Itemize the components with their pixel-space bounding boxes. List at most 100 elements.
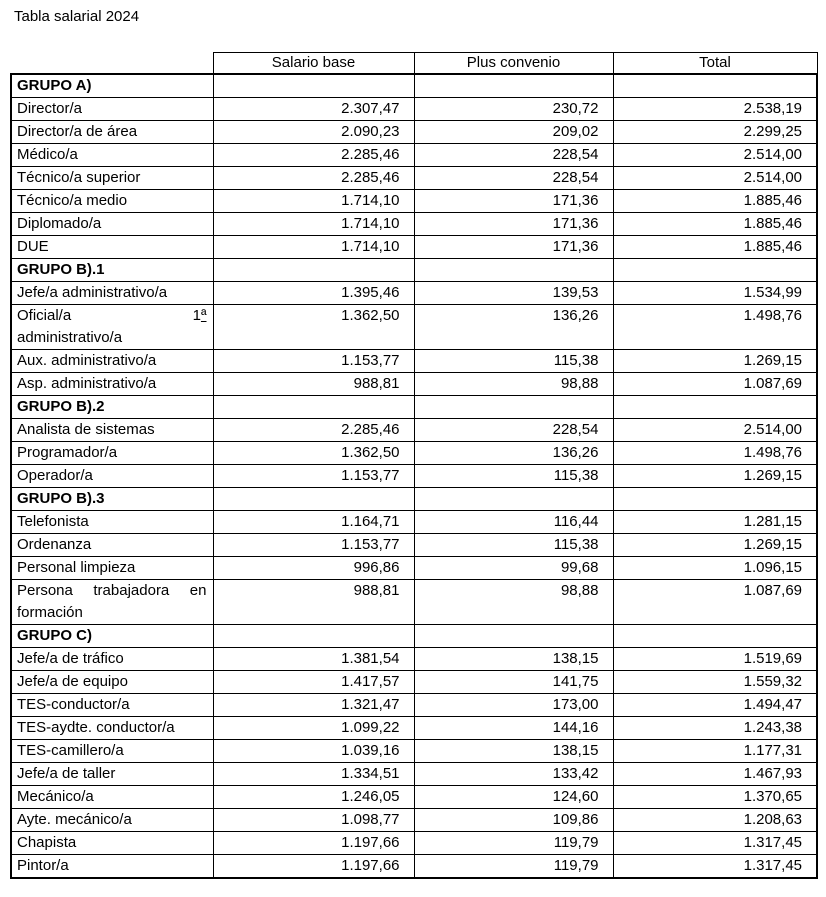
total-cell: 1.370,65 bbox=[612, 785, 818, 809]
plus-convenio-cell: 228,54 bbox=[413, 166, 614, 190]
row-label: Aux. administrativo/a bbox=[10, 349, 214, 373]
total-cell: 1.559,32 bbox=[612, 670, 818, 694]
total-cell: 1.087,69 bbox=[612, 372, 818, 396]
row-label: Asp. administrativo/a bbox=[10, 372, 214, 396]
header-total: Total bbox=[612, 52, 818, 75]
salario-base-cell: 1.039,16 bbox=[212, 739, 415, 763]
salario-base-cell: 988,81 bbox=[212, 579, 415, 625]
total-cell: 2.299,25 bbox=[612, 120, 818, 144]
salario-base-cell: 1.321,47 bbox=[212, 693, 415, 717]
salario-base-cell: 2.307,47 bbox=[212, 97, 415, 121]
salary-table: Salario base Plus convenio Total GRUPO A… bbox=[10, 52, 818, 879]
salario-base-cell: 2.285,46 bbox=[212, 418, 415, 442]
plus-convenio-cell: 138,15 bbox=[413, 739, 614, 763]
plus-convenio-cell: 171,36 bbox=[413, 189, 614, 213]
table-row: Jefe/a de taller 1.334,51 133,42 1.467,93 bbox=[10, 762, 818, 786]
table-row: Asp. administrativo/a 988,81 98,88 1.087,69 bbox=[10, 372, 818, 396]
row-label: Personal limpieza bbox=[10, 556, 214, 580]
total-cell: 1.208,63 bbox=[612, 808, 818, 832]
salario-base-cell: 1.098,77 bbox=[212, 808, 415, 832]
table-row: Oficial/a 1ª administrativo/a 1.362,50 136,2… bbox=[10, 304, 818, 350]
group-label: GRUPO B).3 bbox=[10, 487, 214, 511]
total-cell: 1.269,15 bbox=[612, 349, 818, 373]
plus-convenio-cell: 115,38 bbox=[413, 349, 614, 373]
salario-base-cell: 1.197,66 bbox=[212, 854, 415, 879]
table-row: Personal limpieza 996,86 99,68 1.096,15 bbox=[10, 556, 818, 580]
total-cell: 1.177,31 bbox=[612, 739, 818, 763]
salario-base-cell: 1.099,22 bbox=[212, 716, 415, 740]
plus-convenio-cell: 109,86 bbox=[413, 808, 614, 832]
salario-base-cell: 1.362,50 bbox=[212, 441, 415, 465]
table-row: Técnico/a superior 2.285,46 228,54 2.514,00 bbox=[10, 166, 818, 190]
page-title: Tabla salarial 2024 bbox=[14, 8, 140, 25]
total-cell: 1.281,15 bbox=[612, 510, 818, 534]
salario-base-cell: 1.246,05 bbox=[212, 785, 415, 809]
total-cell: 1.096,15 bbox=[612, 556, 818, 580]
table-row: Aux. administrativo/a 1.153,77 115,38 1.269… bbox=[10, 349, 818, 373]
salario-base-cell: 2.090,23 bbox=[212, 120, 415, 144]
salario-base-cell: 1.714,10 bbox=[212, 235, 415, 259]
table-row: Jefe/a de tráfico 1.381,54 138,15 1.519,69 bbox=[10, 647, 818, 671]
salario-base-cell: 1.714,10 bbox=[212, 212, 415, 236]
plus-convenio-cell: 133,42 bbox=[413, 762, 614, 786]
table-row: Diplomado/a 1.714,10 171,36 1.885,46 bbox=[10, 212, 818, 236]
table-row: Operador/a 1.153,77 115,38 1.269,15 bbox=[10, 464, 818, 488]
plus-convenio-cell bbox=[413, 73, 614, 98]
row-label: Pintor/a bbox=[10, 854, 214, 879]
salario-base-cell bbox=[212, 73, 415, 98]
salario-base-cell bbox=[212, 258, 415, 282]
salario-base-cell bbox=[212, 487, 415, 511]
row-label: Jefe/a de equipo bbox=[10, 670, 214, 694]
row-label: TES-conductor/a bbox=[10, 693, 214, 717]
salario-base-cell: 1.334,51 bbox=[212, 762, 415, 786]
salario-base-cell bbox=[212, 624, 415, 648]
plus-convenio-cell: 98,88 bbox=[413, 579, 614, 625]
total-cell bbox=[612, 73, 818, 98]
table-row: Persona trabajadora en formación 988,81 98,88… bbox=[10, 579, 818, 625]
group-row: GRUPO B).3 bbox=[10, 487, 818, 511]
table-row: TES-aydte. conductor/a 1.099,22 144,16 1.24… bbox=[10, 716, 818, 740]
salario-base-cell: 1.417,57 bbox=[212, 670, 415, 694]
salario-base-cell: 2.285,46 bbox=[212, 143, 415, 167]
plus-convenio-cell: 99,68 bbox=[413, 556, 614, 580]
salario-base-cell: 1.362,50 bbox=[212, 304, 415, 350]
header-corner-cell bbox=[11, 53, 213, 75]
salario-base-cell: 1.153,77 bbox=[212, 464, 415, 488]
table-row: Técnico/a medio 1.714,10 171,36 1.885,46 bbox=[10, 189, 818, 213]
table-row: Ayte. mecánico/a 1.098,77 109,86 1.208,63 bbox=[10, 808, 818, 832]
header-plus-convenio: Plus convenio bbox=[413, 52, 614, 75]
plus-convenio-cell: 139,53 bbox=[413, 281, 614, 305]
plus-convenio-cell: 115,38 bbox=[413, 464, 614, 488]
total-cell: 1.317,45 bbox=[612, 831, 818, 855]
table-row: Telefonista 1.164,71 116,44 1.281,15 bbox=[10, 510, 818, 534]
plus-convenio-cell: 136,26 bbox=[413, 304, 614, 350]
row-label: Chapista bbox=[10, 831, 214, 855]
table-row: Mecánico/a 1.246,05 124,60 1.370,65 bbox=[10, 785, 818, 809]
plus-convenio-cell bbox=[413, 258, 614, 282]
row-label: Técnico/a superior bbox=[10, 166, 214, 190]
group-label: GRUPO A) bbox=[10, 73, 214, 98]
salario-base-cell: 1.197,66 bbox=[212, 831, 415, 855]
total-cell: 1.885,46 bbox=[612, 189, 818, 213]
total-cell: 1.317,45 bbox=[612, 854, 818, 879]
total-cell: 2.514,00 bbox=[612, 166, 818, 190]
table-row: Jefe/a administrativo/a 1.395,46 139,53 1.5… bbox=[10, 281, 818, 305]
salario-base-cell: 2.285,46 bbox=[212, 166, 415, 190]
plus-convenio-cell: 138,15 bbox=[413, 647, 614, 671]
salario-base-cell: 1.153,77 bbox=[212, 533, 415, 557]
plus-convenio-cell: 173,00 bbox=[413, 693, 614, 717]
row-label: Diplomado/a bbox=[10, 212, 214, 236]
table-row: TES-camillero/a 1.039,16 138,15 1.177,31 bbox=[10, 739, 818, 763]
row-label: Telefonista bbox=[10, 510, 214, 534]
row-label: Analista de sistemas bbox=[10, 418, 214, 442]
group-label: GRUPO B).1 bbox=[10, 258, 214, 282]
plus-convenio-cell: 228,54 bbox=[413, 143, 614, 167]
plus-convenio-cell: 119,79 bbox=[413, 831, 614, 855]
table-row: Analista de sistemas 2.285,46 228,54 2.514,… bbox=[10, 418, 818, 442]
row-label: Ordenanza bbox=[10, 533, 214, 557]
salario-base-cell bbox=[212, 395, 415, 419]
plus-convenio-cell: 228,54 bbox=[413, 418, 614, 442]
plus-convenio-cell: 171,36 bbox=[413, 235, 614, 259]
total-cell bbox=[612, 487, 818, 511]
salario-base-cell: 1.164,71 bbox=[212, 510, 415, 534]
